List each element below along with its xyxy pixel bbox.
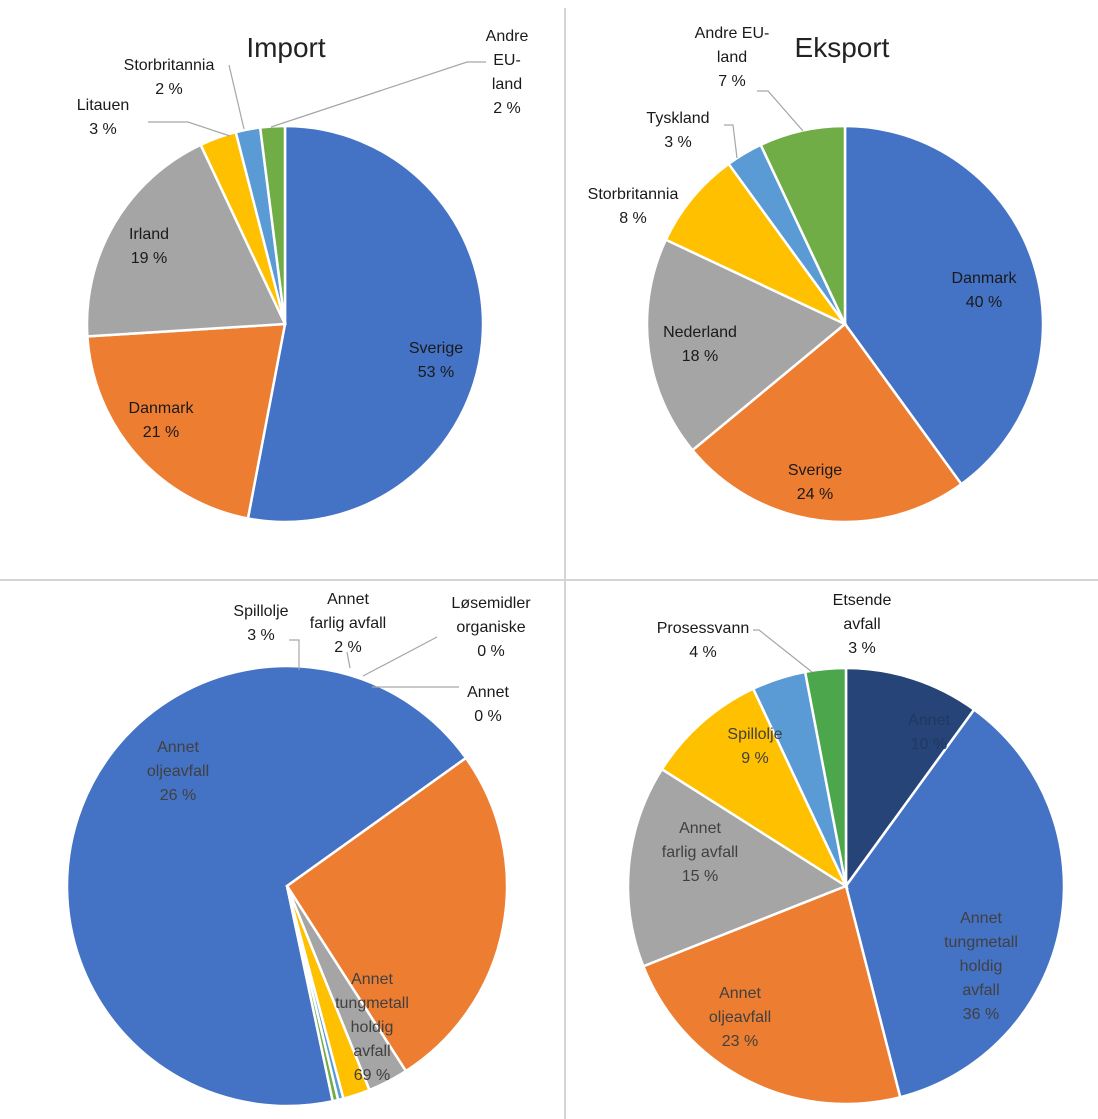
import-pie-chart: Import Sverige 53 % Danmark 21 % Irland 19 % Li… (77, 28, 529, 524)
eksport-pie-chart: Eksport Danmark 40 % Sverige 24 % Nederland 18… (588, 25, 1045, 524)
leader-line (362, 636, 438, 677)
pie-slice-annet-oljeavfall (285, 756, 509, 1073)
data-label-danmark: Danmark 40 % (952, 270, 1018, 311)
pie-slice-annet (285, 885, 340, 1103)
data-label-nederland: Nederland 18 % (663, 324, 737, 365)
pie-slice-irland (85, 143, 287, 338)
data-label-andre-eu-land: Andre EU-land 2 % (486, 28, 529, 117)
data-label-annet: Annet 10 % (908, 712, 950, 753)
pie-slice-storbritannia (664, 162, 847, 326)
data-label-annet-oljeavfall: Annet oljeavfall 26 % (147, 739, 209, 804)
leader-line (757, 90, 804, 132)
leader-line (148, 121, 231, 137)
pie-slice-nederland (645, 238, 848, 452)
pie-slice-danmark (843, 124, 1045, 486)
pie-slice-spillolje (660, 687, 849, 890)
data-label-storbritannia: Storbritannia 8 % (588, 186, 679, 227)
chart-title-eksport: Eksport (795, 32, 890, 63)
data-label-annet-farlig-avfall: Annet farlig avfall 2 % (310, 591, 386, 656)
data-label-andre-eu-land: Andre EU-land 7 % (695, 25, 770, 90)
data-label-annet-tungmetall-holdig-avfall: Annet tungmetall holdig avfall 36 % (944, 910, 1018, 1023)
leader-line (228, 64, 245, 130)
pie-slice-sverige (246, 124, 485, 524)
pie-slice-etsende-avfall (803, 666, 848, 887)
pie-slice-andre-eu-land (759, 124, 847, 325)
data-label-annet-tungmetall-holdig-avfall: Annet tungmetall holdig avfall 69 % (335, 971, 409, 1084)
chart-title-import: Import (246, 32, 326, 63)
pie-slice-annet-tungmetall-holdig-avfall (65, 664, 468, 1108)
pie-slice-sverige (690, 322, 964, 524)
pie-slice-annet-farlig-avfall (626, 767, 849, 968)
leader-line (724, 124, 738, 159)
data-label-tyskland: Tyskland 3 % (646, 110, 709, 151)
leader-line (346, 651, 351, 669)
leader-line (270, 61, 486, 128)
data-label-annet: Annet 0 % (467, 684, 509, 725)
data-label-annet-oljeavfall: Annet oljeavfall 23 % (709, 985, 771, 1050)
data-label-annet-farlig-avfall: Annet farlig avfall 15 % (662, 820, 738, 885)
data-label-spillolje: Spillolje 3 % (233, 603, 288, 644)
data-label-danmark: Danmark 21 % (129, 400, 195, 441)
data-label-etsende-avfall: Etsende avfall 3 % (833, 592, 892, 657)
pie-slice-annet (844, 666, 976, 890)
data-label-l-semidler-organiske: Løsemidler organiske 0 % (451, 595, 531, 660)
data-label-prosessvann: Prosessvann 4 % (657, 620, 750, 661)
pie-slice-annet-tungmetall-holdig-avfall (844, 707, 1066, 1099)
leader-line (289, 639, 300, 670)
pie-slice-annet-oljeavfall (641, 884, 902, 1106)
data-label-spillolje: Spillolje 9 % (727, 726, 782, 767)
pie-slice-danmark (86, 322, 287, 520)
data-label-storbritannia: Storbritannia 2 % (124, 57, 215, 98)
data-label-sverige: Sverige 24 % (788, 462, 842, 503)
eksport-waste-pie-chart: Annet 10 % Annet tungmetall holdig avfall 36 %… (626, 592, 1066, 1106)
data-label-litauen: Litauen 3 % (77, 97, 130, 138)
data-label-sverige: Sverige 53 % (409, 340, 463, 381)
leader-line (753, 629, 813, 673)
import-waste-pie-chart: Annet tungmetall holdig avfall 69 % Annet olje… (65, 591, 531, 1108)
data-label-irland: Irland 19 % (129, 226, 169, 267)
